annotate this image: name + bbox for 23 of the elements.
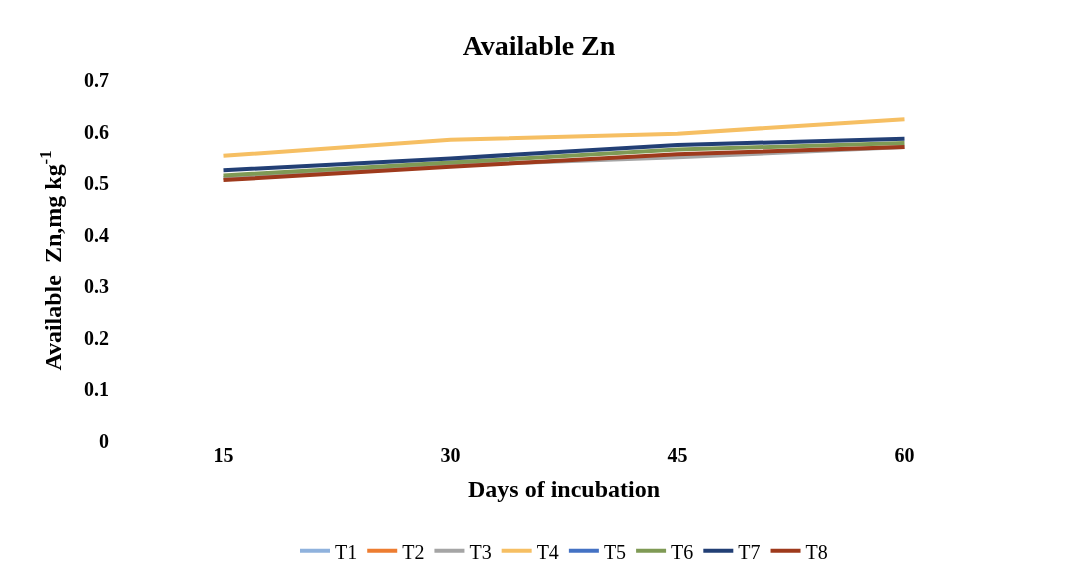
y-tick-label: 0.4 [84,223,109,246]
x-tick-label: 60 [894,444,915,466]
y-tick-label: 0.6 [84,120,109,143]
y-tick-label: 0.7 [84,69,109,91]
x-tick-label: 30 [440,444,461,466]
legend-label: T1 [335,540,358,563]
legend-label: T6 [671,540,694,563]
legend-label: T7 [738,540,761,563]
line-series [221,117,907,158]
x-axis-title: Days of incubation [467,476,661,503]
y-tick-label: 0.5 [84,172,109,195]
legend-label: T3 [469,540,492,563]
x-tick-label: 15 [213,444,234,466]
legend-label: T2 [402,540,425,563]
y-tick-label: 0.2 [84,326,109,349]
chart-title: Available Zn [462,29,616,61]
legend-label: T5 [603,540,627,563]
x-tick-label: 45 [667,444,688,466]
y-tick-label: 0 [99,430,109,452]
y-tick-label: 0.3 [84,275,109,298]
y-tick-label: 0.1 [84,378,109,401]
legend-label: T4 [536,540,559,563]
legend-label: T8 [805,540,828,563]
